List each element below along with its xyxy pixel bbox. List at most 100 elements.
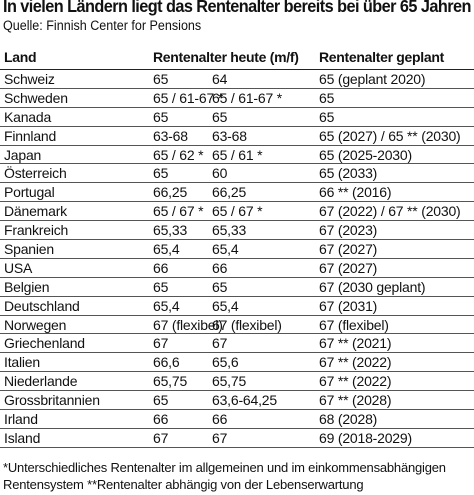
age-today-female-cell: 67 [210,428,317,448]
age-today-male-cell: 65,75 [151,371,210,392]
table-row: Österreich 65 60 65 (2033) [0,163,474,184]
column-header-age-today: Rentenalter heute (m/f) [153,49,299,65]
country-cell: Japan [0,145,151,165]
country-cell: Portugal [0,182,151,203]
age-today-female-cell: 65,4 [210,239,317,259]
age-planned-cell: 65 (geplant 2020) [317,69,474,89]
country-cell: Schweiz [0,69,151,89]
country-cell: Kanada [0,107,151,127]
age-today-male-cell: 65,4 [151,239,210,259]
table-row: Schweden 65 / 61-67 * 65 / 61-67 * 65 [0,88,474,108]
age-today-male-cell: 65 / 67 * [151,201,210,222]
age-today-male-cell: 65 [151,277,210,297]
age-planned-cell: 66 ** (2016) [317,182,474,203]
age-planned-cell: 65 [317,107,474,127]
age-today-female-cell: 66,25 [210,182,317,203]
age-planned-cell: 67 ** (2028) [317,390,474,411]
age-today-female-cell: 64 [210,69,317,89]
table-row: Kanada 65 65 65 [0,107,474,127]
age-planned-cell: 65 (2027) / 65 ** (2030) [317,126,474,146]
age-today-male-cell: 66,6 [151,352,210,373]
age-today-female-cell: 65 [210,107,317,127]
age-today-male-cell: 66 [151,409,210,429]
age-today-female-cell: 67 [210,333,317,354]
pension-age-table: Land Rentenalter heute (m/f) Rentenalter… [0,45,474,448]
age-today-female-cell: 65 [210,277,317,297]
age-today-female-cell: 65 / 61 * [210,145,317,165]
age-planned-cell: 67 (2027) [317,239,474,259]
age-today-male-cell: 65,33 [151,220,210,241]
age-today-male-cell: 67 (flexibel) [151,315,223,335]
age-today-male-cell: 67 [151,428,210,448]
age-today-female-cell: 65,4 [210,296,317,316]
age-today-female-cell: 65,6 [210,352,317,373]
age-today-female-cell: 60 [210,163,317,184]
table-row: Portugal 66,25 66,25 66 ** (2016) [0,182,474,203]
country-cell: Norwegen [0,315,151,335]
country-cell: Frankreich [0,220,151,241]
table-row: Irland 66 66 68 (2028) [0,409,474,429]
table-header-row: Land Rentenalter heute (m/f) Rentenalter… [0,45,474,70]
table-row: Grossbritannien 65 63,6-64,25 67 ** (2028) [0,390,474,411]
country-cell: Schweden [0,88,151,108]
age-today-female-cell: 63,6-64,25 [210,390,317,411]
age-planned-cell: 67 (2031) [317,296,474,316]
age-planned-cell: 67 ** (2021) [317,333,474,354]
age-today-male-cell: 65,4 [151,296,210,316]
age-planned-cell: 67 (2022) / 67 ** (2030) [317,201,474,222]
age-today-female-cell: 65 / 61-67 * [210,88,317,108]
country-cell: Spanien [0,239,151,259]
table-row: Dänemark 65 / 67 * 65 / 67 * 67 (2022) / 67… [0,201,474,222]
age-today-male-cell: 65 [151,163,210,184]
age-today-female-cell: 66 [210,258,317,278]
age-today-male-cell: 66,25 [151,182,210,203]
age-today-female-cell: 65,33 [210,220,317,241]
age-planned-cell: 65 (2033) [317,163,474,184]
age-planned-cell: 65 [317,88,474,108]
country-cell: Italien [0,352,151,373]
age-today-male-cell: 65 [151,107,210,127]
age-today-female-cell: 65 / 67 * [210,201,317,222]
table-row: Finnland 63-68 63-68 65 (2027) / 65 ** (203… [0,126,474,146]
age-today-female-cell: 65,75 [210,371,317,392]
footnote: *Unterschiedliches Rentenalter im allgem… [3,460,446,492]
table-row: Frankreich 65,33 65,33 67 (2023) [0,220,474,241]
age-planned-cell: 65 (2025-2030) [317,145,474,165]
age-today-male-cell: 65 / 62 * [151,145,210,165]
table-row: Deutschland 65,4 65,4 67 (2031) [0,296,474,316]
age-today-male-cell: 65 [151,390,210,411]
age-today-female-cell: 63-68 [210,126,317,146]
country-cell: Island [0,428,151,448]
age-today-female-cell: 67 (flexibel) [210,315,317,335]
table-row: Griechenland 67 67 67 ** (2021) [0,333,474,354]
country-cell: Niederlande [0,371,151,392]
table-row: Italien 66,6 65,6 67 ** (2022) [0,352,474,373]
table-row: Belgien 65 65 67 (2030 geplant) [0,277,474,297]
age-planned-cell: 68 (2028) [317,409,474,429]
table-body: Schweiz 65 64 65 (geplant 2020) Schweden 65 /… [0,69,474,448]
age-planned-cell: 67 (2027) [317,258,474,278]
table-row: USA 66 66 67 (2027) [0,258,474,278]
table-row: Spanien 65,4 65,4 67 (2027) [0,239,474,259]
table-row: Japan 65 / 62 * 65 / 61 * 65 (2025-2030) [0,145,474,165]
age-today-male-cell: 67 [151,333,210,354]
age-today-male-cell: 65 [151,69,210,89]
column-header-age-planned: Rentenalter geplant [319,49,444,65]
table-row: Schweiz 65 64 65 (geplant 2020) [0,69,474,89]
page-title: In vielen Ländern liegt das Rentenalter … [3,0,471,16]
age-today-male-cell: 63-68 [151,126,210,146]
source-line: Quelle: Finnish Center for Pensions [3,18,202,33]
age-planned-cell: 67 (2023) [317,220,474,241]
age-today-male-cell: 65 / 61-67 * [151,88,223,108]
age-planned-cell: 67 ** (2022) [317,371,474,392]
age-planned-cell: 67 (2030 geplant) [317,277,474,297]
age-today-female-cell: 66 [210,409,317,429]
country-cell: USA [0,258,151,278]
column-header-country: Land [4,49,37,65]
table-row: Niederlande 65,75 65,75 67 ** (2022) [0,371,474,392]
table-row: Island 67 67 69 (2018-2029) [0,428,474,448]
country-cell: Irland [0,409,151,429]
country-cell: Finnland [0,126,151,146]
age-planned-cell: 67 ** (2022) [317,352,474,373]
country-cell: Deutschland [0,296,151,316]
